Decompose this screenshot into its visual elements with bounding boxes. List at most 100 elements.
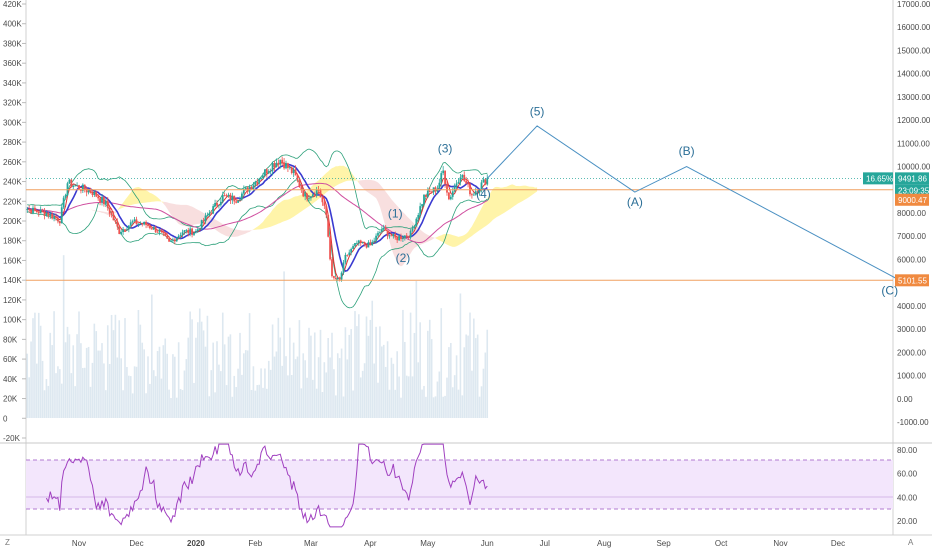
candle-body[interactable] <box>104 200 107 205</box>
candle-body[interactable] <box>72 185 75 188</box>
candle-body[interactable] <box>204 215 207 222</box>
candle-body[interactable] <box>208 213 211 216</box>
candle-body[interactable] <box>346 254 349 256</box>
candle-body[interactable] <box>467 183 469 185</box>
candle-body[interactable] <box>103 197 105 205</box>
candle-body[interactable] <box>323 202 326 206</box>
candle-body[interactable] <box>248 186 251 192</box>
candle-body[interactable] <box>300 187 303 191</box>
candle-body[interactable] <box>457 181 460 184</box>
candle-body[interactable] <box>227 194 230 197</box>
candle-body[interactable] <box>212 206 215 214</box>
candle-body[interactable] <box>135 219 138 225</box>
candle-body[interactable] <box>210 213 213 215</box>
candle-body[interactable] <box>145 221 147 225</box>
candle-body[interactable] <box>411 228 414 231</box>
candle-body[interactable] <box>403 235 406 239</box>
candle-body[interactable] <box>273 163 276 167</box>
candle-body[interactable] <box>87 190 90 193</box>
candlesticks[interactable] <box>26 156 489 282</box>
candle-body[interactable] <box>64 195 67 198</box>
candle-body[interactable] <box>405 235 408 237</box>
candle-body[interactable] <box>361 242 364 244</box>
candle-body[interactable] <box>162 231 165 234</box>
horizontal-levels[interactable] <box>26 177 893 281</box>
candle-body[interactable] <box>233 195 236 202</box>
candle-body[interactable] <box>357 240 360 243</box>
candle-body[interactable] <box>43 211 46 216</box>
candle-body[interactable] <box>415 218 418 227</box>
candle-body[interactable] <box>196 229 199 232</box>
candle-body[interactable] <box>449 196 452 200</box>
candle-body[interactable] <box>317 189 320 191</box>
candle-body[interactable] <box>126 229 128 231</box>
candle-body[interactable] <box>133 219 136 222</box>
candle-body[interactable] <box>170 240 172 242</box>
candle-body[interactable] <box>168 238 170 242</box>
candle-body[interactable] <box>202 220 205 222</box>
candle-body[interactable] <box>78 185 80 190</box>
candle-body[interactable] <box>225 195 228 197</box>
candle-body[interactable] <box>459 177 462 182</box>
candle-body[interactable] <box>122 229 124 233</box>
candle-body[interactable] <box>99 198 101 203</box>
candle-body[interactable] <box>413 226 416 229</box>
candle-body[interactable] <box>93 191 96 195</box>
candle-body[interactable] <box>417 215 420 219</box>
candle-body[interactable] <box>281 159 284 163</box>
candle-body[interactable] <box>124 229 126 231</box>
candle-body[interactable] <box>242 189 245 194</box>
candle-body[interactable] <box>95 191 98 197</box>
candle-body[interactable] <box>465 180 468 184</box>
candle-body[interactable] <box>444 170 446 185</box>
candle-body[interactable] <box>58 221 61 224</box>
candle-body[interactable] <box>193 232 195 235</box>
candle-body[interactable] <box>375 235 377 241</box>
candle-body[interactable] <box>377 232 379 236</box>
candle-body[interactable] <box>275 162 278 167</box>
candle-body[interactable] <box>469 184 471 195</box>
candle-body[interactable] <box>139 223 142 225</box>
candle-body[interactable] <box>311 194 314 197</box>
candle-body[interactable] <box>271 163 274 171</box>
candle-body[interactable] <box>150 228 153 230</box>
candle-body[interactable] <box>237 200 239 203</box>
candle-body[interactable] <box>68 179 71 184</box>
candle-body[interactable] <box>325 205 328 216</box>
candle-body[interactable] <box>244 187 247 190</box>
candle-body[interactable] <box>394 234 397 238</box>
candle-body[interactable] <box>421 204 423 207</box>
candle-body[interactable] <box>181 232 184 236</box>
candle-body[interactable] <box>287 163 289 169</box>
candle-body[interactable] <box>81 184 84 191</box>
candle-body[interactable] <box>277 162 280 165</box>
candle-body[interactable] <box>438 182 441 189</box>
candle-body[interactable] <box>294 169 297 176</box>
candle-body[interactable] <box>407 236 410 238</box>
candle-body[interactable] <box>315 189 318 196</box>
candle-body[interactable] <box>166 235 169 239</box>
candle-body[interactable] <box>442 170 445 174</box>
candle-body[interactable] <box>131 221 134 223</box>
candle-body[interactable] <box>219 201 222 206</box>
candle-body[interactable] <box>252 185 255 189</box>
candle-body[interactable] <box>480 182 483 190</box>
candle-body[interactable] <box>331 259 333 277</box>
candle-body[interactable] <box>352 246 354 249</box>
candle-body[interactable] <box>285 163 287 169</box>
candle-body[interactable] <box>440 173 443 183</box>
candle-body[interactable] <box>37 212 40 214</box>
candle-body[interactable] <box>476 191 479 193</box>
candle-body[interactable] <box>402 238 404 239</box>
candle-body[interactable] <box>356 242 358 244</box>
candle-body[interactable] <box>279 159 282 165</box>
candle-body[interactable] <box>183 230 186 233</box>
candle-body[interactable] <box>298 180 301 188</box>
candle-body[interactable] <box>310 196 312 199</box>
candle-body[interactable] <box>149 226 151 229</box>
candle-body[interactable] <box>26 209 29 210</box>
candle-body[interactable] <box>49 213 52 216</box>
candle-body[interactable] <box>114 220 117 222</box>
candle-body[interactable] <box>147 224 149 227</box>
candle-body[interactable] <box>313 194 316 196</box>
